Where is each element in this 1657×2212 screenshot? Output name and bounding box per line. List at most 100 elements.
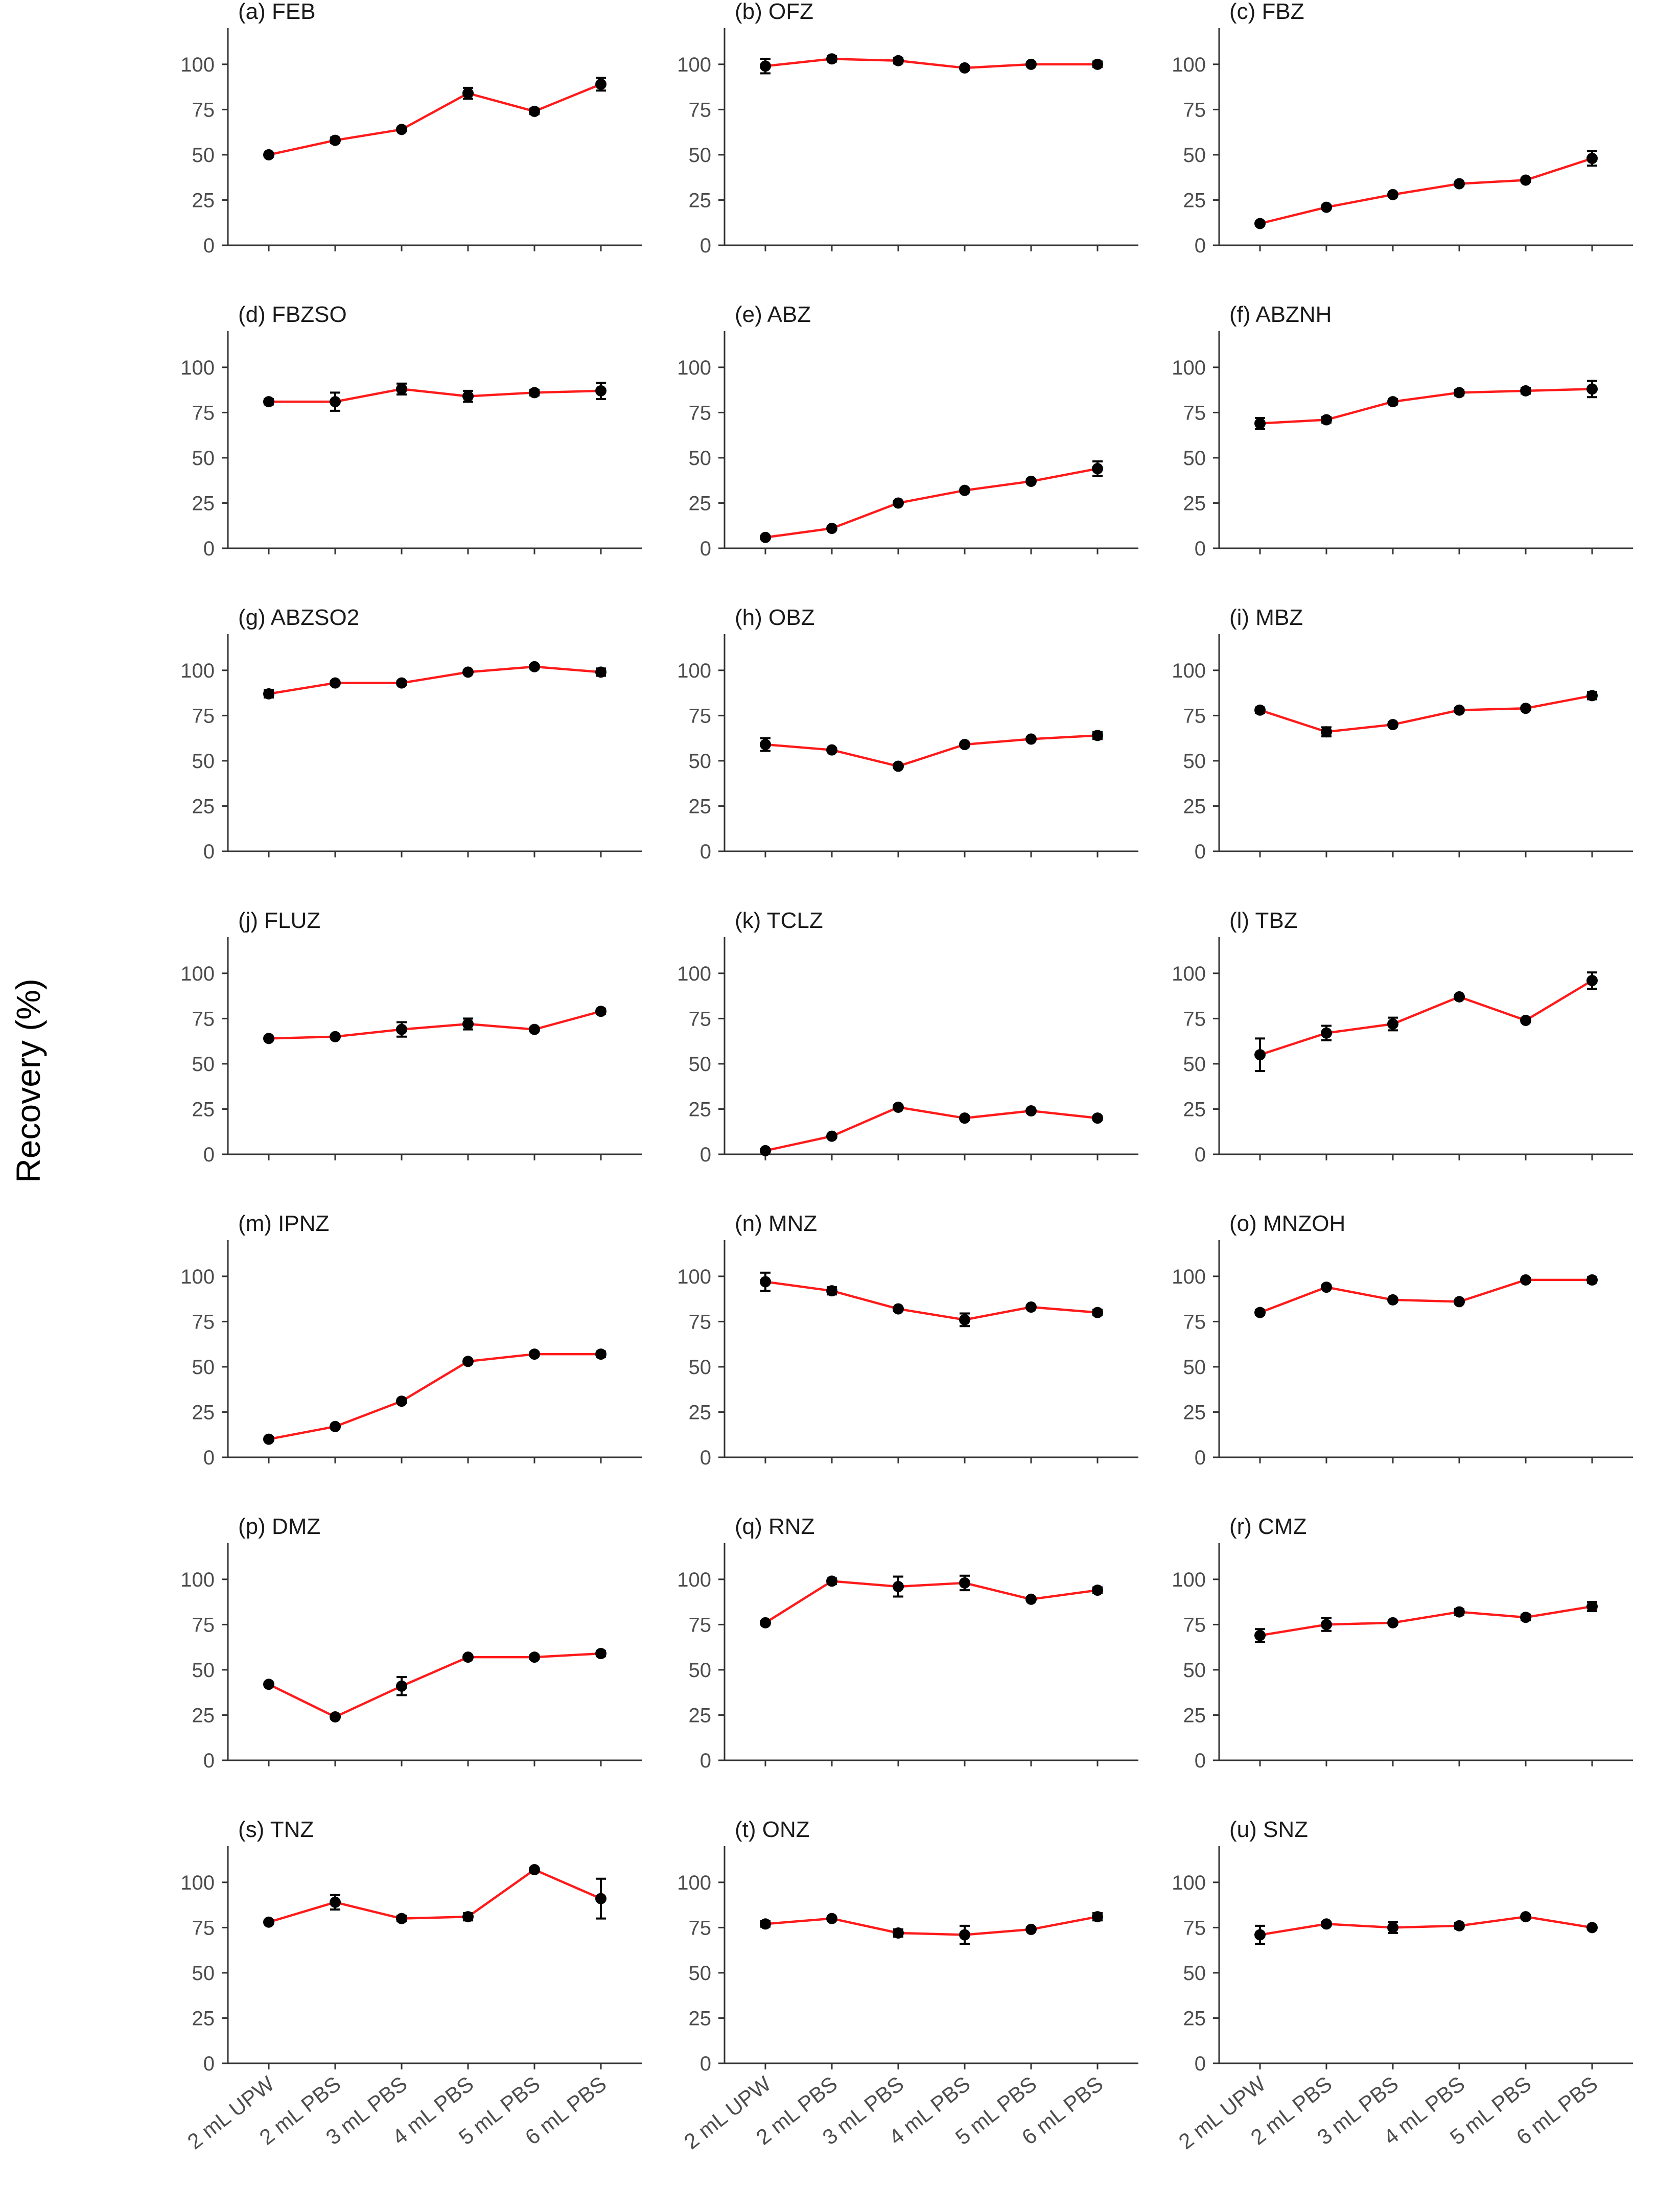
y-tick-label: 100 [1172,963,1206,985]
data-point [1454,178,1465,190]
data-point [760,1276,771,1288]
data-point [462,390,474,402]
y-tick-label: 75 [192,1917,215,1939]
y-tick-label: 75 [689,1311,712,1333]
data-point [826,1575,837,1587]
data-point [595,1648,606,1660]
y-tick-label: 50 [689,144,712,167]
data-point [1025,475,1037,487]
series-line [1259,694,1593,733]
data-point [1321,726,1332,738]
chart-panel: (h) OBZ 0 25 50 75 100 [677,605,1138,863]
data-point [826,744,837,756]
panel-title: (n) MNZ [735,1211,817,1236]
data-point [330,1896,341,1908]
y-tick-label: 50 [1183,1962,1206,1985]
data-point [1586,153,1598,164]
y-tick-label: 75 [1183,1311,1206,1333]
y-tick-label: 100 [1172,357,1206,379]
data-point [760,1617,771,1628]
y-tick-label: 75 [192,1614,215,1636]
data-point [1586,690,1598,702]
y-tick-label: 25 [1183,1401,1206,1424]
data-point [1520,1014,1531,1026]
data-point [330,1421,341,1432]
y-tick-label: 25 [192,795,215,818]
data-point [959,1112,970,1124]
data-point [1520,174,1531,186]
data-point [893,1303,904,1315]
data-point [595,78,606,90]
data-point [1254,417,1266,429]
y-tick-label: 50 [192,1659,215,1682]
panel-title: (o) MNZOH [1229,1211,1345,1236]
data-point [1092,58,1103,70]
panel-title: (f) ABZNH [1229,302,1332,327]
chart-panel: (d) FBZSO 0 25 50 75 100 [180,302,642,560]
data-point [1454,1606,1465,1618]
y-tick-label: 100 [180,660,215,682]
y-tick-label: 50 [192,447,215,470]
data-point [462,1356,474,1367]
data-point [1321,1619,1332,1631]
y-tick-label: 100 [1172,1569,1206,1591]
data-point [263,396,274,408]
data-point [1321,1918,1332,1930]
y-tick-label: 50 [689,1659,712,1682]
data-point [1520,385,1531,397]
data-point [1387,719,1398,731]
panel-title: (e) ABZ [735,302,811,327]
chart-panel: (p) DMZ 0 25 50 75 100 [180,1514,642,1772]
y-tick-label: 100 [180,54,215,76]
y-tick-label: 0 [203,2053,215,2075]
data-point [529,1864,540,1876]
chart-panel: (k) TCLZ 0 25 50 75 100 [677,908,1138,1166]
data-point [1387,1922,1398,1934]
data-point [893,1927,904,1939]
data-point [462,666,474,678]
chart-panel: (m) IPNZ 0 25 50 75 100 [180,1211,642,1469]
y-tick-label: 0 [203,235,215,257]
data-point [595,1006,606,1017]
data-point [595,1348,606,1360]
y-tick-label: 0 [1195,1144,1206,1166]
data-point [529,1348,540,1360]
series-line [1259,980,1593,1056]
y-tick-label: 25 [689,492,712,515]
chart-panel: (e) ABZ 0 25 50 75 100 [677,302,1138,560]
panel-title: (g) ABZSO2 [238,605,359,630]
series-line [765,1915,1098,1936]
data-point [1454,387,1465,399]
y-tick-label: 0 [700,235,711,257]
y-tick-label: 0 [203,538,215,560]
data-point [893,497,904,509]
data-point [529,661,540,672]
data-point [396,1023,407,1035]
panel-title: (p) DMZ [238,1514,320,1539]
chart-panel: (a) FEB 0 25 50 75 100 [180,0,642,257]
data-point [760,531,771,543]
series-line [268,1353,601,1440]
data-point [529,387,540,399]
series-line [764,1580,1098,1624]
y-tick-label: 50 [1183,447,1206,470]
y-tick-label: 50 [192,1053,215,1076]
series-line [1259,1915,1593,1936]
data-point [1092,1911,1103,1923]
data-point [396,124,407,135]
y-tick-label: 75 [1183,402,1206,424]
y-tick-label: 100 [1172,54,1206,76]
y-tick-label: 0 [1195,1447,1206,1469]
panel-title: (j) FLUZ [238,908,320,933]
y-tick-label: 100 [1172,1266,1206,1288]
y-tick-label: 0 [700,1750,711,1772]
y-tick-label: 0 [700,2053,711,2075]
data-point [1321,414,1332,426]
data-point [1025,58,1037,70]
y-tick-label: 100 [677,660,711,682]
panel-title: (u) SNZ [1229,1817,1308,1842]
y-tick-label: 25 [689,2007,712,2030]
y-tick-label: 75 [1183,99,1206,121]
data-point [1520,703,1531,714]
data-point [760,60,771,72]
